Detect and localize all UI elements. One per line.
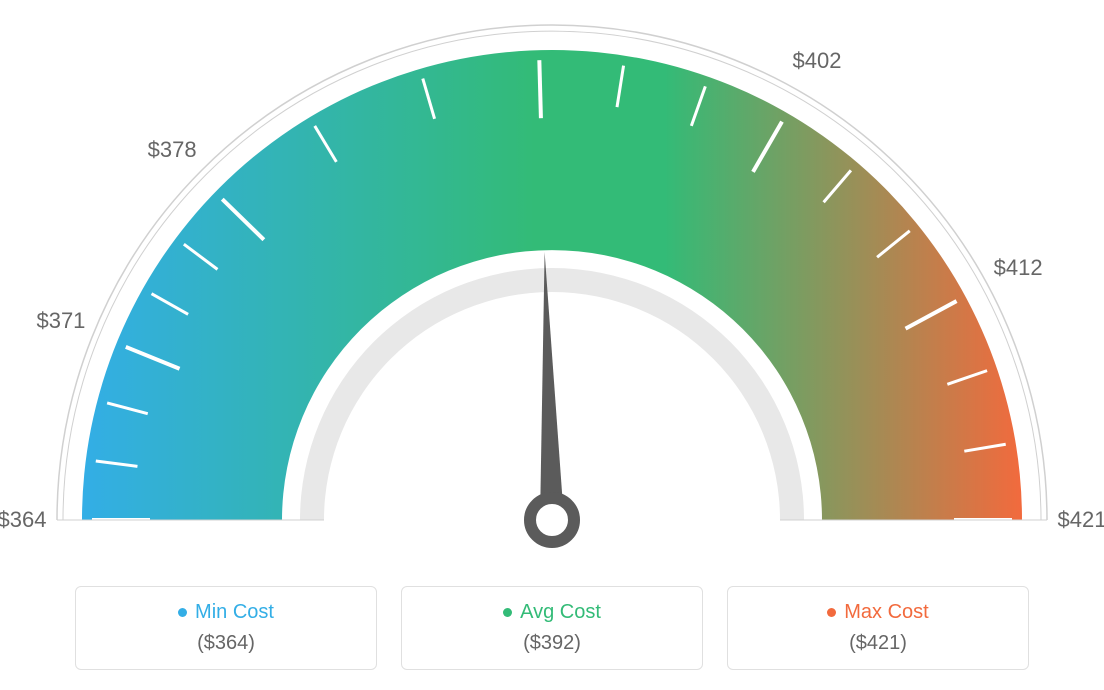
needle — [540, 252, 564, 520]
tick-label: $412 — [994, 255, 1043, 281]
legend-label: Avg Cost — [520, 601, 601, 624]
tick-label: $402 — [793, 48, 842, 74]
legend-value: ($392) — [402, 632, 702, 655]
tick-label: $364 — [0, 507, 46, 533]
legend-value: ($364) — [76, 632, 376, 655]
gauge-svg — [0, 0, 1104, 560]
legend-title: Min Cost — [178, 601, 274, 624]
gauge-area: $364 $371 $378 $392 $402 $412 $421 — [0, 0, 1104, 560]
gauge-chart-container: $364 $371 $378 $392 $402 $412 $421 Min Cost ($3… — [0, 0, 1104, 690]
major-tick — [539, 60, 541, 118]
legend-label: Min Cost — [195, 601, 274, 624]
tick-label: $378 — [148, 137, 197, 163]
legend-box: Min Cost ($364) — [75, 586, 377, 670]
legend-dot — [178, 608, 187, 617]
legend-box: Avg Cost ($392) — [401, 586, 703, 670]
legend-box: Max Cost ($421) — [727, 586, 1029, 670]
tick-label: $421 — [1058, 507, 1104, 533]
legend-row: Min Cost ($364) Avg Cost ($392) Max Cost ($42… — [0, 586, 1104, 670]
tick-label: $392 — [513, 0, 562, 3]
legend-dot — [827, 608, 836, 617]
legend-label: Max Cost — [844, 601, 928, 624]
legend-title: Avg Cost — [503, 601, 601, 624]
legend-title: Max Cost — [827, 601, 928, 624]
tick-label: $371 — [36, 308, 85, 334]
legend-value: ($421) — [728, 632, 1028, 655]
legend-dot — [503, 608, 512, 617]
needle-hub — [530, 498, 574, 542]
